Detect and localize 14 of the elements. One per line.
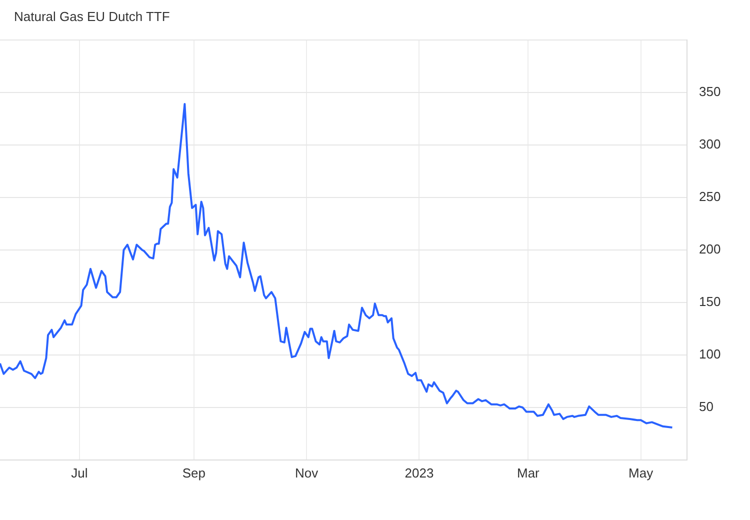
y-tick-label: 200 <box>699 242 721 257</box>
x-tick-label: Nov <box>295 465 319 480</box>
y-tick-label: 250 <box>699 189 721 204</box>
y-tick-label: 50 <box>699 399 714 414</box>
y-tick-label: 150 <box>699 294 721 310</box>
chart-title: Natural Gas EU Dutch TTF <box>14 9 170 24</box>
x-tick-label: May <box>628 465 654 480</box>
x-tick-label: Sep <box>182 465 206 480</box>
x-tick-label: 2023 <box>404 465 434 480</box>
x-tick-label: Mar <box>516 465 540 480</box>
y-tick-label: 350 <box>699 84 721 100</box>
x-tick-label: Jul <box>71 465 88 480</box>
y-tick-label: 100 <box>699 346 721 362</box>
y-tick-label: 300 <box>699 136 721 152</box>
